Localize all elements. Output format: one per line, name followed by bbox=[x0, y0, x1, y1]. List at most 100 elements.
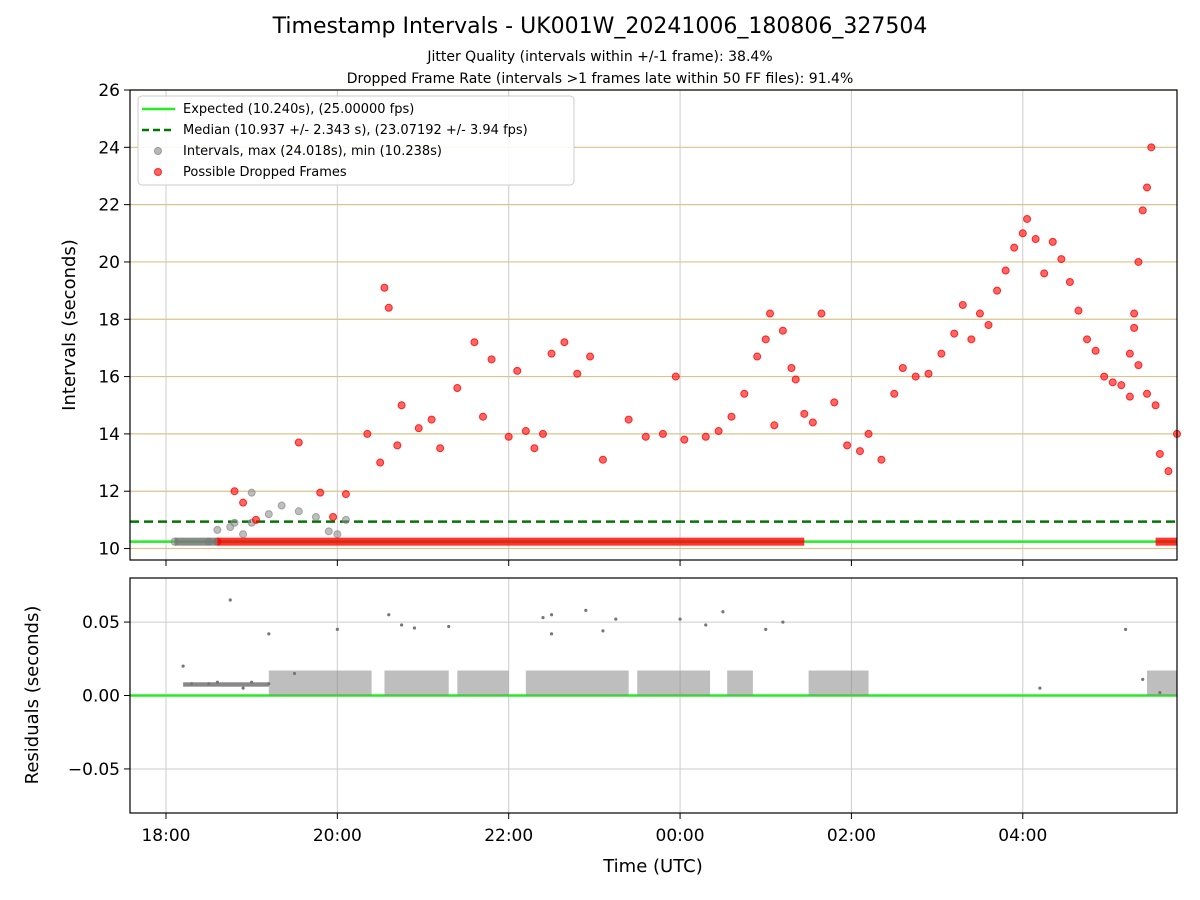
dropped-frame-points bbox=[213, 143, 1181, 546]
dropped-frame-point bbox=[1108, 378, 1117, 387]
residual-point bbox=[1158, 690, 1162, 695]
residuals-y-tick-label: 0.05 bbox=[82, 613, 120, 633]
dropped-frame-point bbox=[958, 300, 967, 309]
dropped-frame-point bbox=[530, 444, 539, 453]
interval-point bbox=[277, 501, 286, 510]
dropped-frame-point bbox=[1074, 306, 1083, 315]
dropped-frame-point bbox=[1143, 183, 1152, 192]
legend-box bbox=[137, 95, 575, 186]
dropped-frame-point bbox=[521, 427, 530, 436]
dropped-frame-point bbox=[397, 401, 406, 410]
dropped-frame-point bbox=[376, 458, 385, 467]
chart-subtitle-jitter: Jitter Quality (intervals within +/-1 fr… bbox=[427, 49, 773, 65]
x-axis-label: Time (UTC) bbox=[602, 856, 703, 877]
x-tick-label: 18:00 bbox=[141, 826, 190, 846]
dropped-frame-point bbox=[1125, 392, 1134, 401]
dropped-frame-point bbox=[898, 363, 907, 372]
legend-intervals-swatch bbox=[154, 147, 162, 155]
residual-points bbox=[181, 598, 1162, 695]
residual-point bbox=[781, 620, 785, 624]
dropped-frame-point bbox=[624, 415, 633, 424]
residual-cluster bbox=[1147, 670, 1177, 696]
interval-point bbox=[324, 527, 333, 536]
dropped-frame-point bbox=[470, 338, 479, 347]
dropped-frame-point bbox=[538, 429, 547, 438]
intervals-y-tick-label: 18 bbox=[98, 310, 120, 330]
dropped-frame-point bbox=[560, 338, 569, 347]
dropped-frame-point bbox=[586, 352, 595, 361]
x-tick-label: 04:00 bbox=[998, 826, 1047, 846]
residual-point bbox=[447, 624, 451, 629]
dropped-frame-point bbox=[393, 441, 402, 450]
dense-red-band bbox=[217, 537, 805, 546]
residual-cluster bbox=[457, 670, 509, 696]
legend-dropped-label: Possible Dropped Frames bbox=[183, 165, 347, 180]
dropped-frame-point bbox=[1010, 243, 1019, 252]
dropped-frame-point bbox=[384, 303, 393, 312]
dropped-frame-point bbox=[864, 429, 873, 438]
dropped-frame-point bbox=[1018, 229, 1027, 238]
dropped-frame-point bbox=[967, 335, 976, 344]
dropped-frame-point bbox=[251, 515, 260, 524]
x-tick-label: 20:00 bbox=[313, 826, 362, 846]
dropped-frame-point bbox=[1023, 214, 1032, 223]
dense-gray-band bbox=[174, 537, 218, 546]
residual-point bbox=[207, 682, 211, 686]
intervals-y-axis-label: Intervals (seconds) bbox=[59, 239, 80, 411]
residual-point bbox=[764, 627, 768, 632]
dropped-frame-point bbox=[573, 369, 582, 378]
interval-point bbox=[333, 530, 342, 539]
dropped-frame-point bbox=[855, 447, 864, 456]
dropped-frame-point bbox=[1143, 389, 1152, 398]
dense-residual-bands bbox=[183, 670, 1177, 696]
dropped-frame-point bbox=[414, 424, 423, 433]
dropped-frame-point bbox=[380, 283, 389, 292]
residual-point bbox=[584, 608, 588, 612]
dropped-frame-point bbox=[1091, 346, 1100, 355]
intervals-panel: 10 12 14 16 18 20 22 24 26 Intervals (seconds) E… bbox=[59, 81, 1181, 566]
dropped-frame-point bbox=[843, 441, 852, 450]
dropped-frame-point bbox=[1134, 257, 1143, 266]
dropped-frame-point bbox=[230, 487, 239, 496]
dropped-frame-point bbox=[547, 349, 556, 358]
dropped-frame-point bbox=[1151, 401, 1160, 410]
residual-point bbox=[267, 682, 271, 686]
dropped-frame-point bbox=[658, 429, 667, 438]
intervals-frame bbox=[129, 89, 1178, 561]
residuals-y-tick-label: −0.05 bbox=[68, 760, 120, 780]
dropped-frame-point bbox=[316, 488, 325, 497]
dropped-frame-point bbox=[478, 412, 487, 421]
residual-point bbox=[400, 623, 404, 627]
residual-point bbox=[704, 623, 708, 627]
residual-point bbox=[549, 632, 554, 636]
legend-expected-label: Expected (10.240s), (25.00000 fps) bbox=[183, 102, 414, 117]
dropped-frame-point bbox=[1040, 269, 1049, 278]
dropped-frame-point bbox=[363, 429, 372, 438]
residual-point bbox=[678, 617, 682, 621]
intervals-y-tick-label: 24 bbox=[98, 138, 120, 158]
intervals-y-ticks: 10 12 14 16 18 20 22 24 26 bbox=[98, 81, 130, 560]
dropped-frame-point bbox=[598, 455, 607, 464]
dropped-frame-point bbox=[727, 412, 736, 421]
dropped-frame-point bbox=[1147, 143, 1156, 152]
dropped-frame-point bbox=[830, 398, 839, 407]
residual-point bbox=[335, 627, 339, 632]
intervals-y-tick-label: 16 bbox=[98, 368, 120, 388]
dropped-frame-point bbox=[1048, 237, 1057, 246]
residual-point bbox=[721, 610, 725, 614]
dropped-frame-point bbox=[817, 309, 826, 318]
dropped-frame-point bbox=[791, 375, 800, 384]
residual-point bbox=[412, 626, 417, 630]
residual-point bbox=[387, 613, 391, 617]
dense-red-band-end bbox=[1155, 537, 1177, 546]
legend-intervals-label: Intervals, max (24.018s), min (10.238s) bbox=[183, 144, 442, 159]
interval-point bbox=[239, 530, 248, 539]
intervals-y-tick-label: 10 bbox=[98, 540, 120, 560]
dropped-frame-point bbox=[436, 444, 445, 453]
intervals-y-tick-label: 20 bbox=[98, 253, 120, 273]
residual-point bbox=[601, 629, 605, 633]
dropped-frame-point bbox=[911, 372, 920, 381]
dropped-frame-point bbox=[766, 309, 775, 318]
dropped-frame-point bbox=[1083, 335, 1092, 344]
dense-interval-bands bbox=[174, 537, 1177, 546]
